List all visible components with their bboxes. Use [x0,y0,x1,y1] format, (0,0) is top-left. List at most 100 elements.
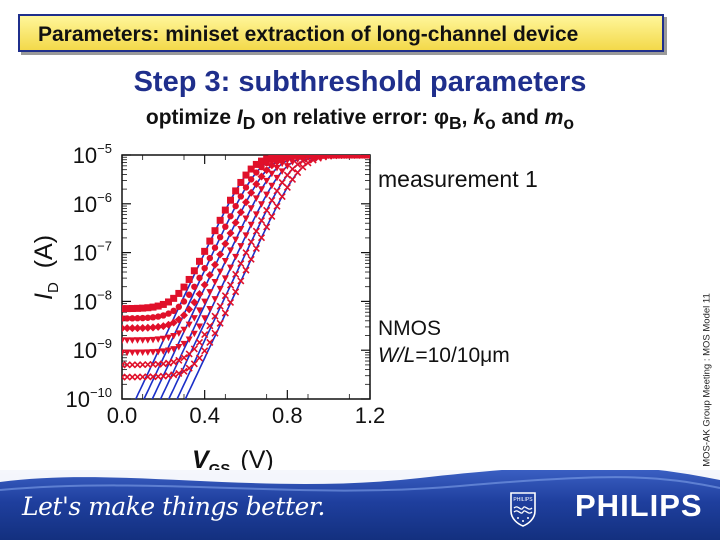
measured-point [237,243,245,250]
measured-point [263,159,270,167]
measured-point [201,347,209,355]
measured-point [273,187,281,195]
measured-point [258,157,265,165]
measured-point [123,337,131,344]
measured-point [366,155,370,159]
measured-point [196,274,203,282]
measured-point [242,266,250,274]
measured-point [175,289,183,297]
y-tick-base: 10 [65,387,89,412]
measured-point [206,306,214,313]
measured-point [211,296,219,303]
measured-point [294,168,302,177]
measured-point [289,159,296,166]
subtitle-sep: , [461,106,474,129]
measured-point [159,335,167,343]
subtitle-i: I [236,106,243,129]
measured-point [149,349,157,356]
measured-point [139,337,147,344]
measured-point [164,372,173,380]
measured-point [191,283,198,290]
measured-point [165,310,172,317]
measured-point [144,314,152,321]
x-tick-label: 0.8 [272,403,303,428]
measured-point [247,238,255,246]
measured-point [128,361,136,369]
measured-point [170,294,178,302]
y-tick-exponent: −10 [90,385,112,400]
measured-point [175,356,183,364]
measured-point [190,298,199,307]
annotation-wl-value: =10/10 [415,344,480,367]
measured-point [252,211,260,218]
measured-point [283,183,291,192]
measured-point [123,305,131,313]
y-tick-label: 10−6 [73,190,112,217]
measured-point [221,309,229,317]
measured-point [160,312,167,319]
subtitle-mid: on relative error: [255,106,434,129]
measured-point [247,205,255,212]
x-tick-label: 0.0 [107,403,138,428]
y-tick-label: 10−9 [73,336,112,363]
measured-point [196,257,203,265]
measured-point [128,337,136,344]
measured-point [211,329,219,337]
measured-point [185,321,193,329]
y-tick-exponent: −6 [97,190,112,205]
measured-point [123,349,131,357]
measured-point [134,315,141,322]
measured-point [247,255,255,263]
measured-point [170,307,177,315]
measured-point [143,323,152,332]
measured-point [211,279,219,286]
measured-point [149,303,157,311]
y-tick-exponent: −8 [97,287,112,302]
measured-point [226,298,235,307]
measured-point [154,322,163,331]
y-axis-label-unit: (A) [30,234,58,269]
measured-point [201,298,209,306]
annotation-measurement: measurement 1 [378,166,538,192]
tick-marks [121,154,371,400]
measured-point [242,171,250,179]
measured-point [252,244,260,252]
subtitle-b: B [448,113,462,134]
measured-point [190,315,198,322]
y-tick-base: 10 [73,192,97,217]
measured-point [175,369,183,378]
measured-point [232,187,240,195]
measured-point [227,196,234,204]
measured-point [128,324,137,333]
measured-point [201,264,208,272]
measured-point [252,180,261,189]
measured-point [227,247,234,254]
measured-point [170,371,178,379]
header-title: Parameters: miniset extraction of long-c… [38,23,579,46]
measured-point [128,349,136,357]
measured-point [263,191,271,199]
measured-point [221,239,230,248]
measured-point [195,354,204,362]
measured-point [175,343,183,351]
measured-point [196,307,203,314]
measured-point [299,157,307,165]
measured-point [283,157,291,165]
measured-point [273,202,281,210]
measured-point [237,225,245,233]
measured-point [201,315,209,322]
measured-point [149,336,157,344]
measured-point [278,160,286,168]
y-tick-base: 10 [73,289,97,314]
header-bar: Parameters: miniset extraction of long-c… [18,14,664,52]
subtitle-d: D [242,113,256,134]
measured-point [201,331,209,339]
measured-point [169,318,178,327]
measured-point [242,184,250,191]
philips-shield-icon: PHILIPS [510,492,536,527]
y-tick-exponent: −9 [97,336,112,351]
measured-point [242,198,250,207]
measured-point [232,236,240,244]
measured-point [356,155,364,159]
measured-point [159,348,167,355]
